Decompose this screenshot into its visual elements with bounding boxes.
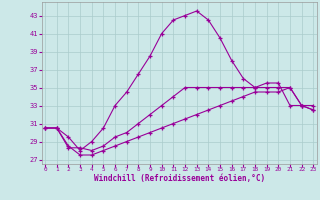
X-axis label: Windchill (Refroidissement éolien,°C): Windchill (Refroidissement éolien,°C) [94,174,265,183]
